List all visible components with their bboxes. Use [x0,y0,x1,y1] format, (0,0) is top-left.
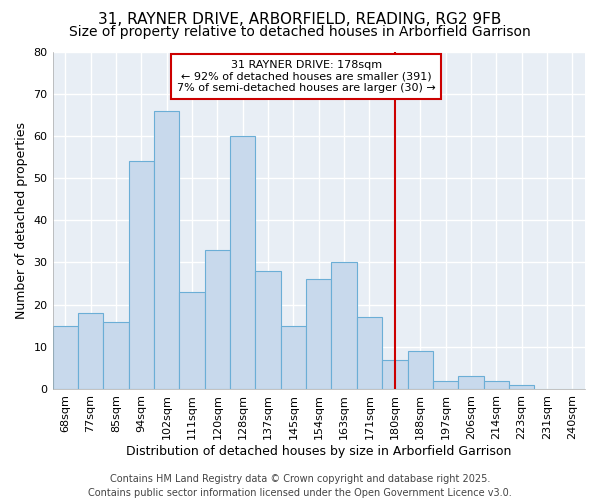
Bar [433,380,458,389]
Bar [154,110,179,389]
Bar [128,161,154,389]
Bar [256,271,281,389]
Bar [484,380,509,389]
Y-axis label: Number of detached properties: Number of detached properties [15,122,28,319]
Bar [53,326,78,389]
Bar [230,136,256,389]
X-axis label: Distribution of detached houses by size in Arborfield Garrison: Distribution of detached houses by size … [126,444,511,458]
Text: Size of property relative to detached houses in Arborfield Garrison: Size of property relative to detached ho… [69,25,531,39]
Bar [458,376,484,389]
Bar [331,262,357,389]
Bar [179,292,205,389]
Bar [382,360,407,389]
Bar [357,318,382,389]
Text: 31, RAYNER DRIVE, ARBORFIELD, READING, RG2 9FB: 31, RAYNER DRIVE, ARBORFIELD, READING, R… [98,12,502,28]
Bar [103,322,128,389]
Bar [407,351,433,389]
Text: Contains HM Land Registry data © Crown copyright and database right 2025.
Contai: Contains HM Land Registry data © Crown c… [88,474,512,498]
Bar [509,385,534,389]
Text: 31 RAYNER DRIVE: 178sqm
← 92% of detached houses are smaller (391)
7% of semi-de: 31 RAYNER DRIVE: 178sqm ← 92% of detache… [177,60,436,93]
Bar [306,280,331,389]
Bar [281,326,306,389]
Bar [78,313,103,389]
Bar [205,250,230,389]
